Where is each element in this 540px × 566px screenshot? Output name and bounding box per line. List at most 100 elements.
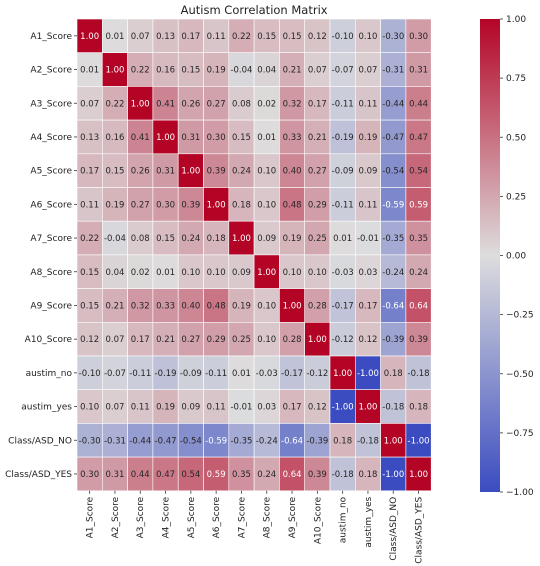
cell-value-label: 1.00	[80, 32, 99, 42]
cell-value-label: 0.04	[257, 66, 276, 76]
heatmap-cell	[279, 119, 305, 155]
cell-value-label: 0.19	[156, 403, 175, 413]
row-label: Class/ASD_NO	[8, 436, 72, 446]
heatmap-cell	[405, 355, 432, 391]
row-labels: A1_Score A2_Score A3_Score A4_Score A5_Score…	[5, 32, 77, 480]
cell-value-label: 0.28	[308, 301, 327, 311]
cell-value-label: -0.47	[155, 436, 177, 446]
cell-value-label: 0.19	[232, 301, 251, 311]
heatmap-cell	[253, 288, 280, 323]
heatmap-cell	[304, 153, 331, 188]
heatmap-cell	[405, 153, 432, 188]
heatmap-cell	[253, 389, 280, 424]
cell-value-label: -0.24	[256, 436, 278, 446]
cell-value-label: 0.31	[409, 66, 428, 76]
heatmap-cell	[177, 254, 204, 289]
cell-value-label: 0.30	[156, 200, 175, 210]
cell-value-label: 0.39	[409, 335, 428, 345]
cell-value-label: -0.54	[382, 167, 404, 177]
column-label: A7_Score	[237, 496, 247, 538]
cell-value-label: 0.02	[257, 99, 276, 109]
cell-value-label: 0.22	[131, 66, 150, 76]
heatmap-cell	[203, 52, 230, 87]
cell-value-label: 0.07	[105, 403, 124, 413]
heatmap-cell	[329, 187, 356, 222]
cell-value-label: -0.31	[104, 436, 126, 446]
cell-value-label: 0.33	[156, 301, 175, 311]
heatmap-cell	[76, 389, 103, 424]
cell-value-label: 0.21	[105, 301, 124, 311]
cell-value-label: 0.12	[308, 403, 327, 413]
cell-value-label: 0.48	[207, 301, 226, 311]
cell-value-label: -0.30	[79, 436, 101, 446]
cell-value-label: -0.44	[382, 99, 404, 109]
heatmap-cell	[329, 288, 356, 323]
cell-value-label: 0.11	[207, 32, 226, 42]
cell-value-label: 0.16	[156, 66, 175, 76]
heatmap-cell	[279, 423, 305, 458]
cell-value-label: 0.40	[181, 301, 200, 311]
colorbar-tick-label: −0.25	[506, 311, 534, 321]
cell-value-label: -0.07	[104, 369, 126, 379]
cell-value-label: 0.19	[358, 133, 377, 143]
cell-value-label: -0.03	[256, 369, 278, 379]
cell-value-label: -0.19	[332, 133, 354, 143]
cell-value-label: -1.00	[408, 436, 430, 446]
heatmap-cell	[127, 355, 154, 391]
cell-value-label: 0.40	[283, 167, 302, 177]
heatmap-cell	[228, 355, 255, 391]
cell-value-label: -0.09	[180, 369, 202, 379]
cell-value-label: 0.27	[181, 335, 200, 345]
heatmap-cell	[405, 18, 432, 54]
colorbar-gradient	[480, 19, 500, 492]
cell-value-label: 0.18	[384, 369, 403, 379]
cell-value-label: 1.00	[358, 403, 377, 413]
heatmap-cell	[177, 456, 204, 492]
cell-value-label: 0.07	[105, 335, 124, 345]
heatmap-cell	[127, 288, 154, 323]
cell-value-label: 0.11	[358, 200, 377, 210]
cell-value-label: 0.29	[207, 335, 226, 345]
cell-value-label: 0.15	[105, 167, 124, 177]
colorbar: 1.00 0.75 0.50 0.25 0.00 −0.25 −0.50 −0.75 −1.00	[480, 15, 534, 498]
cell-value-label: 0.48	[283, 200, 302, 210]
cell-value-label: 0.11	[358, 99, 377, 109]
cell-value-label: 0.10	[257, 167, 276, 177]
cell-value-label: -0.35	[382, 234, 404, 244]
heatmap-cell	[279, 389, 305, 424]
cell-value-label: 0.10	[257, 301, 276, 311]
cell-value-label: 1.00	[232, 234, 251, 244]
column-label: austim_no	[339, 496, 349, 543]
heatmap-cell	[279, 355, 305, 391]
cell-value-label: -0.12	[306, 369, 328, 379]
heatmap-cell	[253, 86, 280, 121]
heatmap-cell	[76, 321, 103, 357]
cell-value-label: 1.00	[156, 133, 175, 143]
cell-value-label: -0.54	[180, 436, 202, 446]
heatmap-cell	[354, 220, 381, 256]
column-label: A10_Score	[313, 496, 323, 544]
cell-value-label: -0.07	[332, 66, 354, 76]
cell-value-label: 0.01	[105, 32, 124, 42]
row-label: A5_Score	[30, 167, 72, 177]
heatmap-cell	[405, 254, 432, 289]
column-label: A5_Score	[187, 496, 197, 538]
heatmap-cell	[329, 355, 356, 391]
heatmap-cell	[380, 153, 407, 188]
cell-value-label: 0.17	[283, 403, 302, 413]
heatmap-cell	[380, 321, 407, 357]
cell-value-label: 0.22	[105, 99, 124, 109]
heatmap-cell	[405, 119, 432, 155]
heatmap-cell	[203, 456, 230, 492]
column-label: A4_Score	[162, 496, 172, 538]
cell-value-label: 0.24	[232, 167, 251, 177]
cell-value-label: 1.00	[207, 200, 226, 210]
heatmap-cell	[102, 18, 128, 54]
row-label: A7_Score	[30, 234, 72, 244]
heatmap-cell	[279, 321, 305, 357]
cell-value-label: 0.39	[181, 200, 200, 210]
cell-value-label: -0.04	[230, 66, 252, 76]
cell-value-label: 0.18	[409, 403, 428, 413]
heatmap-cell	[329, 423, 356, 458]
cell-value-label: 0.18	[358, 470, 377, 480]
